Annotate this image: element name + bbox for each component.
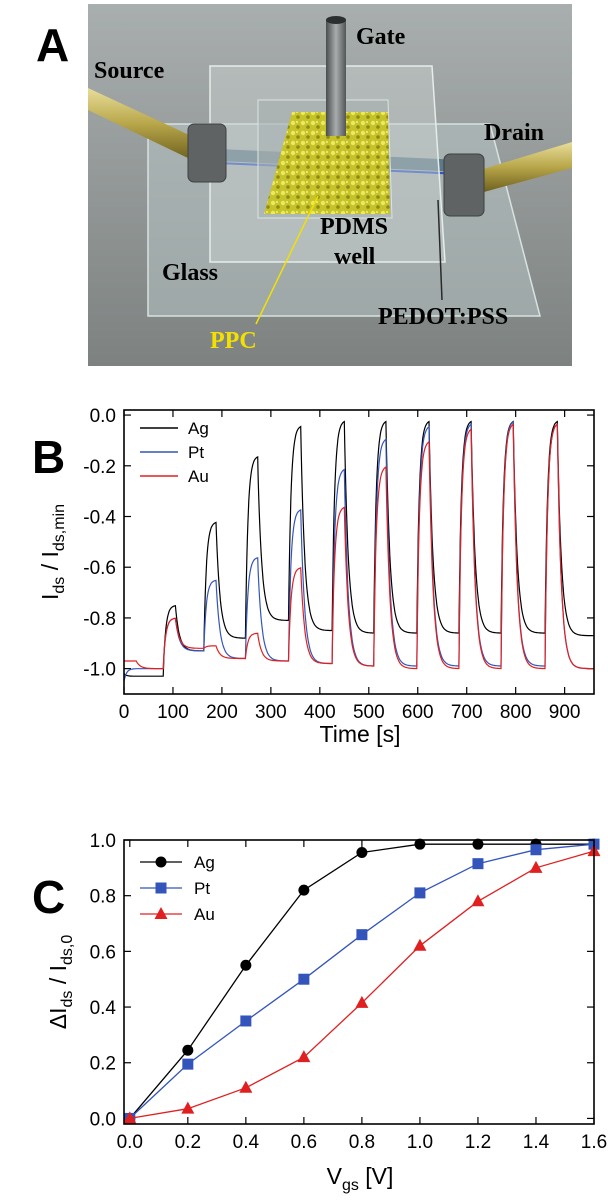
chart-b-frame: [123, 409, 595, 695]
chart-c-point-au: [355, 995, 369, 1008]
chart-c-point-au: [529, 860, 543, 873]
chart-c-ytick-label: 1.0: [90, 831, 116, 852]
chart-b-xlabel: Time [s]: [320, 721, 401, 747]
chart-b-ticks: 0 100 200 300 400 500 600 700 800 900 0.0 -0.2 -0.4 -…: [83, 406, 594, 723]
chart-b-xtick-label: 100: [157, 702, 189, 723]
chart-b-xtick-label: 600: [402, 702, 434, 723]
chart-c-point-ag: [182, 1044, 194, 1056]
chart-c-xtick-label: 0.2: [175, 1132, 201, 1153]
chart-b-xtick-label: 900: [549, 702, 581, 723]
chart-b-xtick-label: 200: [206, 702, 238, 723]
chart-c-point-au: [413, 938, 427, 951]
source-electrode: [88, 88, 227, 183]
chart-c-ytick-label: 0.4: [90, 998, 117, 1019]
device-illustration: Gate Source Drain PDMS well Glass PPC PE…: [88, 4, 572, 366]
ppc-label: PPC: [210, 328, 257, 354]
chart-c-frame: [123, 839, 595, 1125]
chart-c-ytick-label: 0.0: [90, 1109, 116, 1130]
chart-c-legend: Ag Pt Au: [140, 853, 215, 924]
gate-label: Gate: [356, 24, 406, 50]
chart-b-ylabel: Ids / Ids,min: [37, 504, 68, 600]
chart-b-ytick-label: -0.6: [83, 558, 116, 579]
chart-c-point-pt: [530, 844, 542, 856]
source-label: Source: [94, 58, 165, 84]
chart-c-xtick-label: 1.2: [465, 1132, 491, 1153]
chart-c-ylabel: ΔIds / Ids,0: [45, 935, 76, 1030]
pdms-label: PDMS: [320, 214, 388, 240]
chart-c-point-au: [471, 894, 485, 907]
well-label: well: [334, 244, 376, 270]
chart-c-series: [123, 838, 601, 1124]
chart-c-xtick-label: 1.0: [407, 1132, 433, 1153]
chart-b-legend-label-au: Au: [188, 467, 209, 486]
chart-c-legend-marker-pt: [155, 882, 167, 894]
chart-c-point-pt: [414, 887, 426, 899]
chart-c-ytick-label: 0.8: [90, 887, 116, 908]
chart-b: 0 100 200 300 400 500 600 700 800 900 0.0 -0.2 -0.4 -…: [37, 406, 595, 747]
chart-b-legend: Ag Pt Au: [140, 419, 209, 486]
chart-c-xtick-label: 0.6: [291, 1132, 317, 1153]
chart-b-series-line-au: [124, 423, 594, 670]
chart-c-xtick-label: 0.4: [233, 1132, 260, 1153]
chart-b-xtick-label: 700: [451, 702, 483, 723]
chart-b-ytick-label: -0.4: [83, 508, 116, 529]
chart-b-legend-label-ag: Ag: [188, 419, 209, 438]
chart-b-ytick-label: 0.0: [90, 406, 116, 427]
chart-c-xtick-label: 1.6: [581, 1132, 607, 1153]
chart-c-legend-label-au: Au: [194, 905, 215, 924]
chart-c-point-pt: [356, 929, 368, 941]
chart-b-xtick-label: 300: [255, 702, 287, 723]
panel-label-c: C: [32, 871, 66, 923]
chart-c-point-au: [297, 1050, 311, 1063]
chart-c-legend-marker-au: [154, 907, 168, 919]
chart-c-xtick-label: 0.8: [349, 1132, 375, 1153]
panel-label-a: A: [36, 19, 70, 71]
chart-b-ytick-label: -0.8: [83, 609, 116, 630]
pedot-callout-line: [437, 199, 443, 301]
chart-b-xtick-label: 400: [304, 702, 336, 723]
gate-electrode: [326, 16, 346, 136]
chart-c-xlabel: Vgs [V]: [327, 1163, 394, 1194]
chart-c-point-ag: [240, 959, 252, 971]
pedot-label: PEDOT:PSS: [378, 304, 508, 330]
chart-c-ticks: 0.0 0.2 0.4 0.6 0.8 1.0 1.2 1.4 1.6 0.0 0.2 0.4 0.6 0…: [90, 831, 608, 1153]
chart-c-point-pt: [240, 1015, 252, 1027]
chart-c-ytick-label: 0.2: [90, 1054, 116, 1075]
chart-c-point-au: [239, 1080, 253, 1093]
chart-c-point-pt: [298, 973, 310, 985]
chart-b-series: [124, 420, 594, 682]
glass-label: Glass: [162, 260, 218, 286]
chart-c-legend-label-pt: Pt: [194, 879, 210, 898]
chart-b-legend-label-pt: Pt: [188, 443, 204, 462]
chart-b-xtick-label: 0: [119, 702, 130, 723]
chart-c-point-au: [123, 1111, 137, 1124]
chart-b-xtick-label: 500: [353, 702, 385, 723]
chart-c-point-ag: [298, 884, 310, 896]
chart-c-point-ag: [472, 838, 484, 850]
chart-c-xtick-label: 0.0: [117, 1132, 143, 1153]
chart-c-ytick-label: 0.6: [90, 942, 116, 963]
chart-c-point-ag: [356, 847, 368, 859]
chart-b-ytick-label: -0.2: [83, 457, 116, 478]
drain-electrode: [443, 142, 572, 217]
chart-c-point-pt: [182, 1058, 194, 1070]
chart-b-ytick-label: -1.0: [83, 660, 116, 681]
chart-c-xtick-label: 1.4: [523, 1132, 550, 1153]
chart-c-point-pt: [472, 858, 484, 870]
chart-c: 0.0 0.2 0.4 0.6 0.8 1.0 1.2 1.4 1.6 0.0 0.2 0.4 0.6 0…: [45, 831, 608, 1194]
chart-b-xtick-label: 800: [500, 702, 532, 723]
drain-label: Drain: [484, 120, 544, 146]
ppc-callout-line: [255, 195, 319, 325]
ppc-film: [264, 112, 390, 214]
chart-c-point-au: [181, 1101, 195, 1114]
chart-c-point-ag: [414, 838, 426, 850]
panel-label-b: B: [32, 431, 66, 483]
chart-c-legend-label-ag: Ag: [194, 853, 215, 872]
chart-c-legend-marker-ag: [155, 856, 167, 868]
